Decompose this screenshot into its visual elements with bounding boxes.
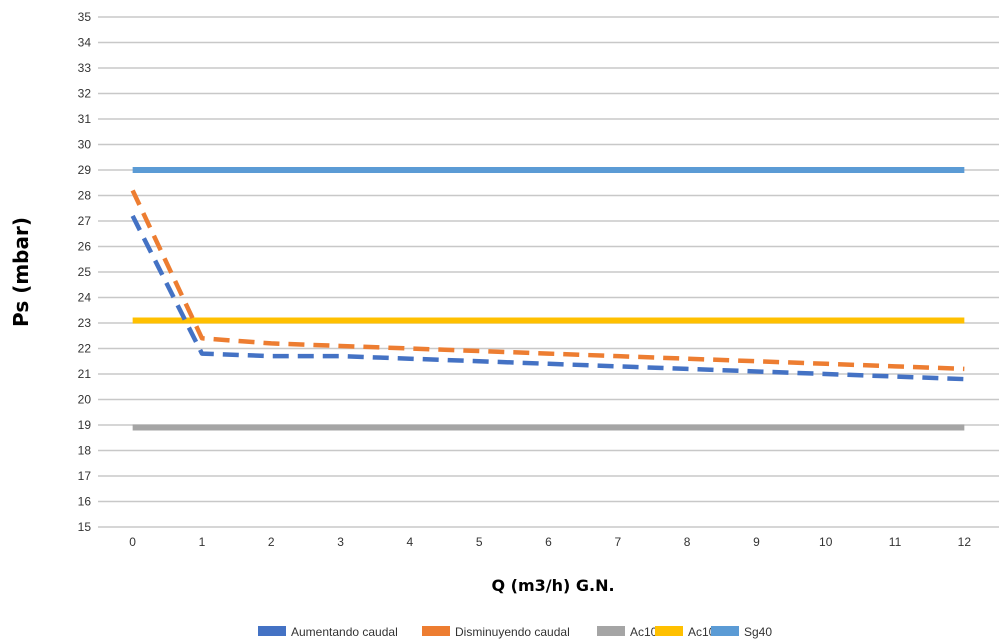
y-tick-label: 33 <box>78 61 92 75</box>
legend-label: Aumentando caudal <box>291 625 398 639</box>
legend-label: Disminuyendo caudal <box>455 625 570 639</box>
y-tick-label: 21 <box>78 367 92 381</box>
y-tick-label: 19 <box>78 418 92 432</box>
y-tick-label: 32 <box>78 87 92 101</box>
x-tick-label: 0 <box>129 535 136 549</box>
series-lines <box>133 170 965 428</box>
x-tick-label: 1 <box>199 535 206 549</box>
x-tick-label: 8 <box>684 535 691 549</box>
y-tick-label: 34 <box>78 36 92 50</box>
x-tick-label: 12 <box>958 535 972 549</box>
grid-lines <box>98 17 999 527</box>
y-tick-label: 29 <box>78 163 92 177</box>
x-tick-label: 2 <box>268 535 275 549</box>
series-line <box>133 190 965 369</box>
x-tick-label: 5 <box>476 535 483 549</box>
y-tick-label: 16 <box>78 495 92 509</box>
x-tick-label: 10 <box>819 535 833 549</box>
legend-label: Sg40 <box>744 625 772 639</box>
y-tick-label: 24 <box>78 291 92 305</box>
y-tick-label: 27 <box>78 214 92 228</box>
y-tick-label: 22 <box>78 342 92 356</box>
y-axis-title: Ps (mbar) <box>9 217 33 327</box>
x-tick-label: 11 <box>889 535 902 549</box>
legend: Aumentando caudal Disminuyendo caudal Ac10… <box>258 625 772 639</box>
y-tick-label: 31 <box>78 112 92 126</box>
legend-swatch <box>655 626 683 636</box>
y-tick-label: 35 <box>78 10 92 24</box>
y-tick-label: 18 <box>78 444 92 458</box>
legend-swatch <box>422 626 450 636</box>
x-tick-label: 7 <box>614 535 621 549</box>
y-tick-label: 17 <box>78 469 92 483</box>
y-tick-label: 25 <box>78 265 92 279</box>
y-tick-label: 23 <box>78 316 92 330</box>
x-tick-label: 6 <box>545 535 552 549</box>
x-axis-title: Q (m3/h) G.N. <box>491 576 614 595</box>
y-tick-label: 20 <box>78 393 92 407</box>
y-axis-ticks: 15 16 17 18 19 20 21 22 23 24 25 26 27 28 29 30 31 32 33 34… <box>78 10 92 534</box>
y-tick-label: 28 <box>78 189 92 203</box>
legend-swatch <box>597 626 625 636</box>
y-tick-label: 26 <box>78 240 92 254</box>
x-tick-label: 3 <box>337 535 344 549</box>
x-tick-label: 9 <box>753 535 760 549</box>
x-axis-ticks: 0 1 2 3 4 5 6 7 8 9 10 11 12 <box>129 535 971 549</box>
legend-label: Ac10 <box>630 625 658 639</box>
legend-swatch <box>258 626 286 636</box>
legend-swatch <box>711 626 739 636</box>
y-tick-label: 15 <box>78 520 92 534</box>
x-tick-label: 4 <box>407 535 414 549</box>
y-tick-label: 30 <box>78 138 92 152</box>
